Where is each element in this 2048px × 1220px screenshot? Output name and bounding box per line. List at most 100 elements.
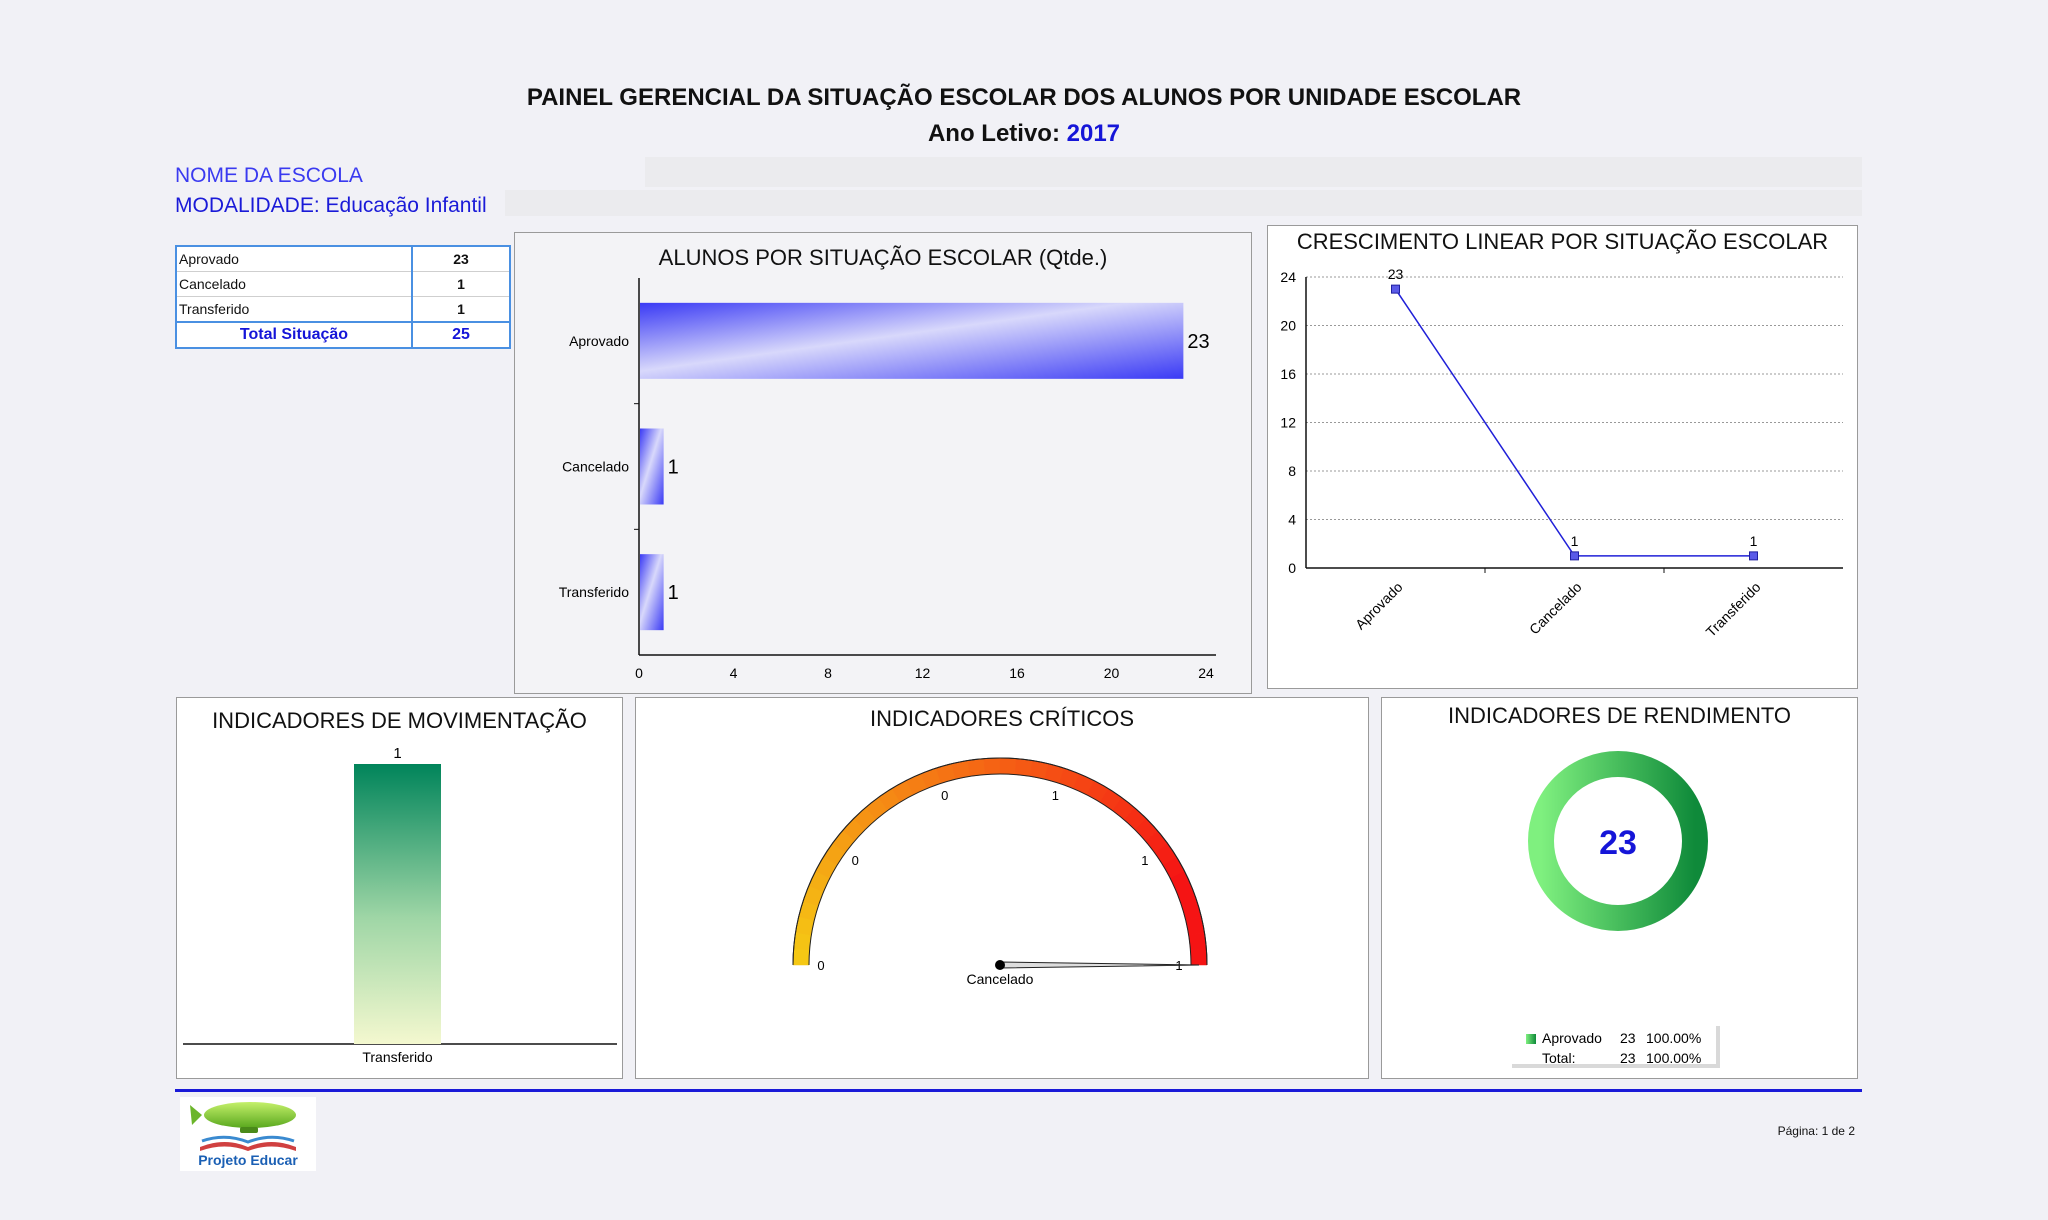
row-value: 1: [411, 271, 511, 297]
bar-chart: 0 4 8 12 16 20 24 Aprovado 23 Cancelado 1 Transferi…: [559, 278, 1216, 681]
data-label: 23: [1388, 266, 1404, 282]
gauge-tick-label: 1: [1141, 853, 1148, 868]
y-tick-label: 12: [1280, 415, 1296, 431]
data-label: 1: [668, 582, 679, 604]
donut-ring: [1528, 751, 1708, 931]
x-tick-label: 8: [824, 665, 832, 681]
table-row: Cancelado 1: [175, 271, 511, 297]
y-tick-label: 4: [1288, 512, 1296, 528]
table-row: Transferido 1: [175, 296, 511, 323]
donut-chart: 23 Aprovado 23 100.00% Total: 23 100.00%: [1508, 751, 1720, 1068]
table-row-total: Total Situação 25: [175, 321, 511, 349]
school-name-field: [645, 157, 1862, 187]
y-tick-label: Cancelado: [562, 459, 629, 475]
row-value: 1: [411, 296, 511, 323]
gauge-hub: [995, 960, 1005, 970]
gauge-inner-arc: [808, 773, 1192, 966]
legend-total-label: Total:: [1542, 1050, 1575, 1066]
gauge-tick-label: 0: [852, 853, 859, 868]
x-tick-label: Transferido: [1703, 579, 1764, 640]
gauge-segment: [999, 757, 1017, 775]
gauge-needle: [999, 961, 1200, 969]
y-tick-label: Transferido: [559, 584, 630, 600]
year-value: 2017: [1066, 120, 1121, 147]
movement-chart: 1 Transferido: [183, 745, 617, 1065]
bar: [640, 302, 1184, 379]
donut-center-value: 23: [1599, 824, 1637, 862]
gauge-chart: 000111Cancelado: [792, 757, 1208, 987]
data-label: 1: [393, 745, 401, 762]
legend-swatch: [1526, 1034, 1536, 1044]
page-number: Página: 1 de 2: [1777, 1124, 1855, 1138]
legend-label: Aprovado: [1542, 1030, 1602, 1046]
performance-title: INDICADORES DE RENDIMENTO: [1447, 703, 1792, 728]
footer-divider: [175, 1089, 1862, 1092]
bar: [640, 428, 664, 505]
bar: [640, 554, 664, 631]
gauge-segment: [792, 948, 810, 966]
critical-panel: INDICADORES CRÍTICOS 000111Cancelado: [635, 697, 1369, 1079]
y-tick-label: Aprovado: [569, 333, 629, 349]
x-tick-label: 4: [730, 665, 738, 681]
movement-title: INDICADORES DE MOVIMENTAÇÃO: [212, 708, 587, 733]
x-tick-label: 0: [635, 665, 643, 681]
school-name-label: NOME DA ESCOLA: [175, 164, 363, 187]
line-chart-title: CRESCIMENTO LINEAR POR SITUAÇÃO ESCOLAR: [1296, 229, 1829, 254]
legend-box: [1508, 1022, 1716, 1064]
bar: [354, 764, 441, 1044]
legend-count: 23: [1620, 1030, 1636, 1046]
data-point: [1391, 284, 1400, 294]
page-title: PAINEL GERENCIAL DA SITUAÇÃO ESCOLAR DOS…: [526, 84, 1522, 111]
gauge-segment: [1014, 758, 1033, 777]
x-tick-label: 24: [1198, 665, 1214, 681]
modality-label: MODALIDADE: Educação Infantil: [175, 194, 487, 217]
data-point: [1570, 551, 1579, 561]
gauge-tick-label: 0: [941, 788, 948, 803]
gauge-tick-label: 0: [817, 958, 824, 973]
row-label: Cancelado: [175, 271, 413, 297]
y-tick-label: 20: [1280, 318, 1296, 334]
logo-text: Projeto Educar: [198, 1152, 298, 1168]
x-tick-label: Aprovado: [1352, 579, 1406, 633]
x-tick-label: 16: [1009, 665, 1025, 681]
summary-table: Aprovado 23 Cancelado 1 Transferido 1 To…: [175, 245, 511, 349]
row-value: 23: [411, 245, 511, 272]
x-tick-label: 20: [1104, 665, 1120, 681]
bar-chart-title: ALUNOS POR SITUAÇÃO ESCOLAR (Qtde.): [658, 245, 1108, 270]
blimp-icon: [190, 1102, 296, 1151]
movement-panel: INDICADORES DE MOVIMENTAÇÃO 1 Transferido: [176, 697, 623, 1079]
legend-total-pct: 100.00%: [1646, 1050, 1701, 1066]
logo: Projeto Educar: [180, 1097, 316, 1171]
line-chart: 0 4 8 12 16 20 24 23 1 1 Aprovado Cancelado Transfer…: [1280, 266, 1843, 640]
data-label: 1: [1571, 533, 1579, 549]
gauge-segment: [1188, 932, 1207, 951]
y-tick-label: 24: [1280, 269, 1296, 285]
gauge-segment: [1190, 948, 1208, 966]
bar-chart-panel: ALUNOS POR SITUAÇÃO ESCOLAR (Qtde.) 0 4 8 1…: [514, 232, 1252, 694]
legend-pct: 100.00%: [1646, 1030, 1701, 1046]
x-tick-label: Cancelado: [1526, 579, 1585, 638]
data-label: 1: [668, 457, 679, 479]
y-tick-label: 0: [1288, 560, 1296, 576]
data-point: [1749, 551, 1758, 561]
x-tick-label: 12: [915, 665, 931, 681]
y-tick-label: 8: [1288, 463, 1296, 479]
line-chart-panel: CRESCIMENTO LINEAR POR SITUAÇÃO ESCOLAR …: [1267, 225, 1858, 689]
gauge-tick-label: 1: [1052, 788, 1059, 803]
legend-total-count: 23: [1620, 1050, 1636, 1066]
table-row: Aprovado 23: [175, 245, 511, 272]
year-label: Ano Letivo:: [927, 120, 1060, 147]
total-label: Total Situação: [175, 321, 413, 349]
year-line: Ano Letivo: 2017: [0, 120, 2048, 148]
total-value: 25: [411, 321, 511, 349]
row-label: Aprovado: [175, 245, 413, 272]
critical-title: INDICADORES CRÍTICOS: [869, 706, 1135, 731]
y-tick-label: 16: [1280, 366, 1296, 382]
modality-field: [505, 190, 1862, 216]
data-label: 1: [1750, 533, 1758, 549]
gauge-segment: [793, 932, 812, 951]
gauge-outer-arc: [792, 757, 1208, 966]
data-label: 23: [1187, 331, 1209, 353]
x-tick-label: Transferido: [362, 1049, 433, 1065]
performance-panel: INDICADORES DE RENDIMENTO 23 Aprovado 23…: [1381, 697, 1858, 1079]
